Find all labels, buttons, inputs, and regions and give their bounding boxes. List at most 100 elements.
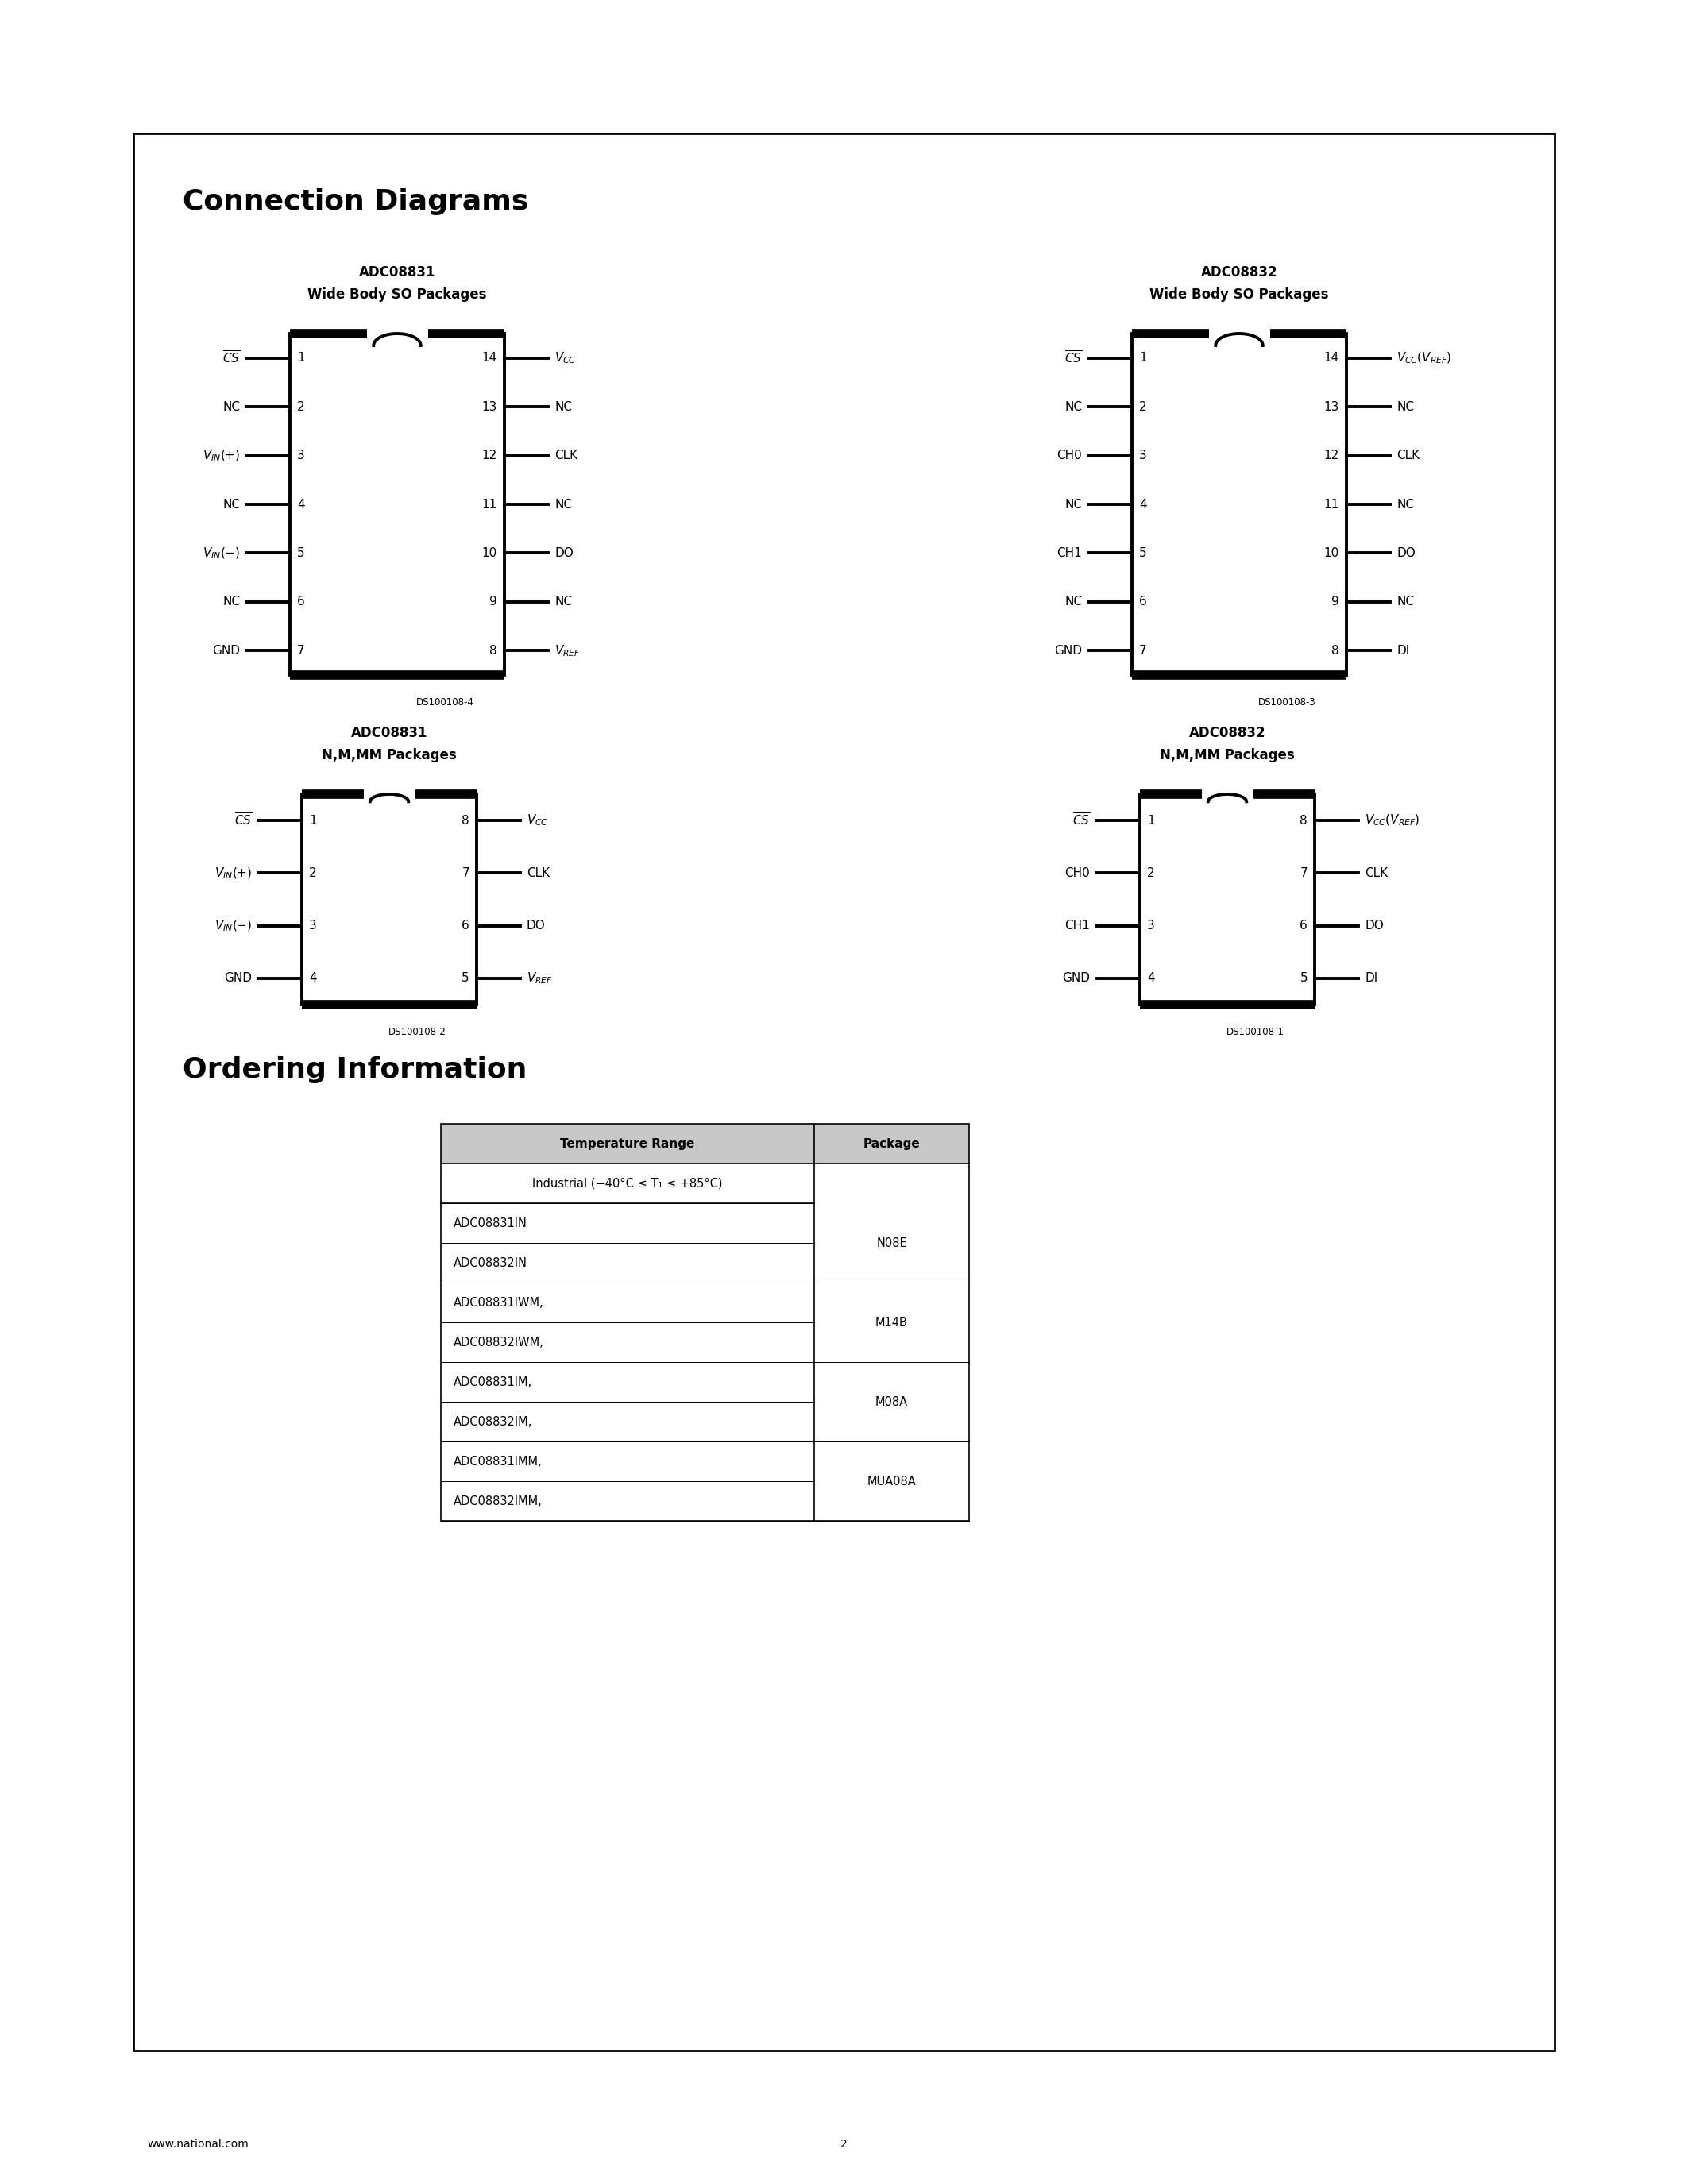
Text: 14: 14: [1323, 352, 1339, 365]
Text: 8: 8: [1332, 644, 1339, 657]
Text: GND: GND: [213, 644, 240, 657]
Text: NC: NC: [223, 498, 240, 511]
Text: MUA08A: MUA08A: [868, 1474, 917, 1487]
Text: 5: 5: [1139, 548, 1146, 559]
Text: ADC08831IM,: ADC08831IM,: [454, 1376, 532, 1387]
Text: NC: NC: [554, 402, 572, 413]
Text: 6: 6: [1300, 919, 1308, 933]
Text: 3: 3: [1139, 450, 1146, 461]
Text: 11: 11: [1323, 498, 1339, 511]
Bar: [441, 1282, 814, 1321]
Text: NC: NC: [1065, 596, 1082, 607]
Text: 12: 12: [1323, 450, 1339, 461]
Text: ADC08832IMM,: ADC08832IMM,: [454, 1496, 542, 1507]
Text: CH0: CH0: [1065, 867, 1090, 880]
Bar: [302, 795, 476, 1005]
Bar: [441, 1125, 969, 1164]
Text: DO: DO: [1364, 919, 1384, 933]
Text: 4: 4: [1139, 498, 1146, 511]
Text: 4: 4: [309, 972, 317, 985]
Text: ADC08831IWM,: ADC08831IWM,: [454, 1297, 544, 1308]
Text: M08A: M08A: [876, 1396, 908, 1409]
Text: $V_{CC}$: $V_{CC}$: [527, 812, 549, 828]
Text: 4: 4: [297, 498, 306, 511]
Text: DI: DI: [1396, 644, 1409, 657]
Text: 5: 5: [1300, 972, 1308, 985]
Text: 12: 12: [483, 450, 498, 461]
Text: NC: NC: [223, 402, 240, 413]
Text: N,M,MM Packages: N,M,MM Packages: [322, 749, 457, 762]
Text: $\overline{CS}$: $\overline{CS}$: [223, 349, 240, 367]
Text: NC: NC: [554, 498, 572, 511]
Text: 7: 7: [1300, 867, 1308, 880]
Bar: [441, 1321, 814, 1363]
Text: ADC08832IN: ADC08832IN: [454, 1256, 527, 1269]
Text: 3: 3: [1148, 919, 1155, 933]
Bar: [441, 1164, 814, 1203]
Text: ADC08831IMM,: ADC08831IMM,: [454, 1455, 542, 1468]
Text: GND: GND: [1062, 972, 1090, 985]
Text: NC: NC: [1065, 498, 1082, 511]
Text: ADC08831: ADC08831: [351, 725, 427, 740]
Text: NC: NC: [1065, 402, 1082, 413]
Text: 7: 7: [463, 867, 469, 880]
Text: NC: NC: [1396, 402, 1415, 413]
Text: DO: DO: [1396, 548, 1415, 559]
Text: DO: DO: [554, 548, 574, 559]
Text: DS100108-2: DS100108-2: [388, 1026, 446, 1037]
Text: GND: GND: [1053, 644, 1082, 657]
Text: 5: 5: [463, 972, 469, 985]
Text: 2: 2: [841, 2138, 847, 2149]
Text: DS100108-3: DS100108-3: [1258, 697, 1315, 708]
Text: 11: 11: [483, 498, 498, 511]
Text: $V_{CC}$($V_{REF}$): $V_{CC}$($V_{REF}$): [1396, 352, 1452, 365]
Text: Wide Body SO Packages: Wide Body SO Packages: [1150, 288, 1328, 301]
Text: Wide Body SO Packages: Wide Body SO Packages: [307, 288, 486, 301]
Text: GND: GND: [225, 972, 252, 985]
Text: CLK: CLK: [1396, 450, 1420, 461]
Text: 7: 7: [297, 644, 306, 657]
Text: DI: DI: [1364, 972, 1377, 985]
Text: 3: 3: [297, 450, 306, 461]
Text: DO: DO: [527, 919, 545, 933]
Text: ADC08832IM,: ADC08832IM,: [454, 1415, 532, 1428]
Text: N08E: N08E: [876, 1236, 906, 1249]
Text: $V_{CC}$($V_{REF}$): $V_{CC}$($V_{REF}$): [1364, 812, 1420, 828]
Bar: [441, 1125, 969, 1520]
Text: 6: 6: [1139, 596, 1146, 607]
Text: NC: NC: [1396, 596, 1415, 607]
Text: 1: 1: [297, 352, 306, 365]
Bar: [441, 1441, 814, 1481]
Text: $V_{IN}(-)$: $V_{IN}(-)$: [203, 546, 240, 561]
Text: 10: 10: [1323, 548, 1339, 559]
Text: CLK: CLK: [1364, 867, 1388, 880]
Text: 1: 1: [309, 815, 317, 826]
Text: 7: 7: [1139, 644, 1146, 657]
Text: 5: 5: [297, 548, 306, 559]
Text: 1: 1: [1139, 352, 1146, 365]
Text: ADC08832: ADC08832: [1188, 725, 1266, 740]
Text: ADC08832IWM,: ADC08832IWM,: [454, 1337, 544, 1348]
Bar: [814, 1441, 969, 1520]
Text: 13: 13: [481, 402, 498, 413]
Text: 8: 8: [490, 644, 498, 657]
Text: ADC08831: ADC08831: [360, 264, 436, 280]
Text: 6: 6: [463, 919, 469, 933]
Text: 6: 6: [297, 596, 306, 607]
Text: CH1: CH1: [1065, 919, 1090, 933]
Text: Connection Diagrams: Connection Diagrams: [182, 188, 528, 216]
Text: 10: 10: [483, 548, 498, 559]
Text: Temperature Range: Temperature Range: [560, 1138, 695, 1149]
Text: $\overline{CS}$: $\overline{CS}$: [1063, 349, 1082, 367]
Text: $V_{IN}(-)$: $V_{IN}(-)$: [214, 919, 252, 933]
Text: $V_{REF}$: $V_{REF}$: [554, 644, 581, 657]
Text: 1: 1: [1148, 815, 1155, 826]
Bar: [814, 1363, 969, 1441]
Text: M14B: M14B: [876, 1317, 908, 1328]
Text: Industrial (−40°C ≤ T₁ ≤ +85°C): Industrial (−40°C ≤ T₁ ≤ +85°C): [532, 1177, 722, 1190]
Bar: [290, 334, 505, 675]
Text: $V_{IN}(+)$: $V_{IN}(+)$: [203, 448, 240, 463]
Text: DS100108-4: DS100108-4: [415, 697, 474, 708]
Text: CH0: CH0: [1057, 450, 1082, 461]
Text: $V_{REF}$: $V_{REF}$: [527, 972, 552, 985]
